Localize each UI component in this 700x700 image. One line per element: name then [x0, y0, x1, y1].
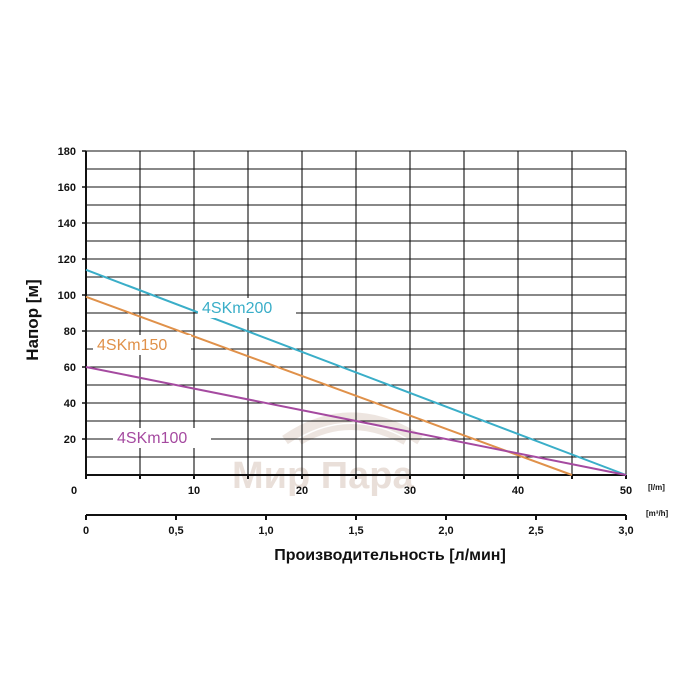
x2-tick-label: 0,5: [168, 525, 183, 537]
grid: [86, 150, 627, 475]
x-axis-label: Производительность [л/мин]: [274, 547, 506, 564]
x-tick-label: 30: [404, 485, 416, 497]
series-line-4skm150: [85, 295, 573, 476]
series-label-4skm200: 4SKm200: [202, 300, 272, 317]
x-unit-top: [l/m]: [648, 483, 665, 492]
tick-labels: 20 40 60 80 100 120 140 160 180 0 10 20 30 40 50 0 0,5 1,…: [58, 146, 634, 537]
series-lines: [85, 268, 627, 476]
series-label-bg: [198, 298, 296, 318]
y-tick-label: 20: [64, 434, 76, 446]
y-tick-label: 180: [58, 146, 76, 158]
series-label-4skm150: 4SKm150: [97, 337, 167, 354]
axes: [82, 150, 627, 520]
x-tick-label: 50: [620, 485, 632, 497]
series-line-4skm200: [85, 268, 627, 476]
y-tick-label: 60: [64, 362, 76, 374]
x2-tick-label: 1,5: [348, 525, 363, 537]
x2-tick-label: 2,0: [438, 525, 453, 537]
series-label-bg: [93, 335, 191, 355]
x2-tick-label: 0: [83, 525, 89, 537]
series-line-4skm100: [85, 366, 627, 476]
y-tick-label: 160: [58, 182, 76, 194]
x-tick-label: 10: [188, 485, 200, 497]
series-label-bg: [113, 428, 211, 448]
y-tick-label: 40: [64, 398, 76, 410]
x2-tick-label: 1,0: [258, 525, 273, 537]
x2-unit: [m³/h]: [646, 509, 669, 518]
y-axis-label: Напор [м]: [23, 279, 42, 360]
x-tick-label: 20: [296, 485, 308, 497]
x-tick-label: 40: [512, 485, 524, 497]
series-label-4skm100: 4SKm100: [117, 430, 187, 447]
y-tick-label: 80: [64, 326, 76, 338]
series-labels: 4SKm200 4SKm150 4SKm100: [93, 298, 296, 448]
x-tick-label: 0: [71, 485, 77, 497]
x2-tick-label: 2,5: [528, 525, 543, 537]
x2-tick-label: 3,0: [618, 525, 633, 537]
y-tick-label: 140: [58, 218, 76, 230]
y-tick-label: 120: [58, 254, 76, 266]
y-tick-label: 100: [58, 290, 76, 302]
